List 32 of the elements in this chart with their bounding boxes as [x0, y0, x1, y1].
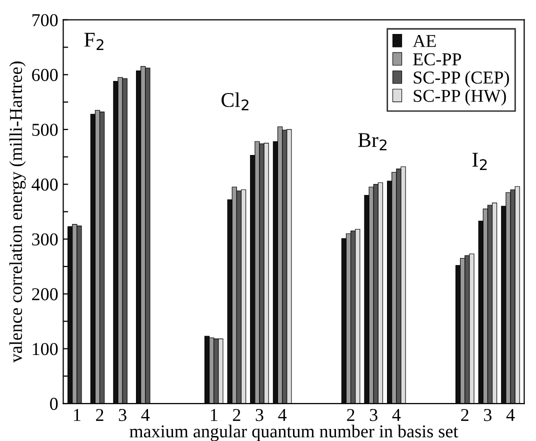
- y-tick-label: 100: [32, 342, 58, 356]
- y-axis-title: valence correlation energy (milli-Hartree): [9, 62, 26, 363]
- annotation: Cl$_{2}$: [222, 92, 248, 110]
- annotation: F$_{2}$: [84, 32, 104, 50]
- x-tick-label: 3: [118, 408, 126, 422]
- x-tick-label: 3: [370, 408, 378, 422]
- annotation: I$_{2}$: [472, 152, 487, 170]
- x-tick-label: 2: [461, 408, 468, 421]
- x-tick-label: 2: [232, 408, 240, 421]
- x-tick-label: 4: [506, 409, 515, 421]
- y-tick-label: 600: [32, 68, 58, 82]
- x-tick-label: 4: [392, 409, 401, 421]
- x-tick-label: 3: [256, 408, 264, 422]
- annotation: Br$_{2}$: [358, 133, 386, 150]
- legend-label: SC-PP (HW): [414, 89, 506, 106]
- legend-label: SC-PP (CEP): [414, 70, 509, 88]
- x-tick-label: 4: [141, 409, 150, 421]
- legend-label: EC-PP: [413, 53, 462, 66]
- x-tick-label: 4: [278, 409, 287, 421]
- x-tick-label: 1: [210, 408, 218, 421]
- x-tick-label: 3: [484, 408, 492, 422]
- y-tick-label: 500: [32, 124, 58, 136]
- y-tick-label: 300: [32, 233, 58, 246]
- y-tick-label: 0: [50, 398, 58, 410]
- y-tick-label: 700: [32, 14, 58, 26]
- x-tick-label: 2: [347, 408, 354, 421]
- x-tick-label: 2: [96, 408, 104, 421]
- legend-label: AE: [412, 35, 436, 47]
- x-tick-label: 1: [74, 408, 80, 421]
- y-tick-label: 200: [32, 288, 58, 300]
- y-tick-label: 400: [32, 178, 58, 191]
- x-axis-title: maxium angular quantum number in basis set: [130, 424, 458, 441]
